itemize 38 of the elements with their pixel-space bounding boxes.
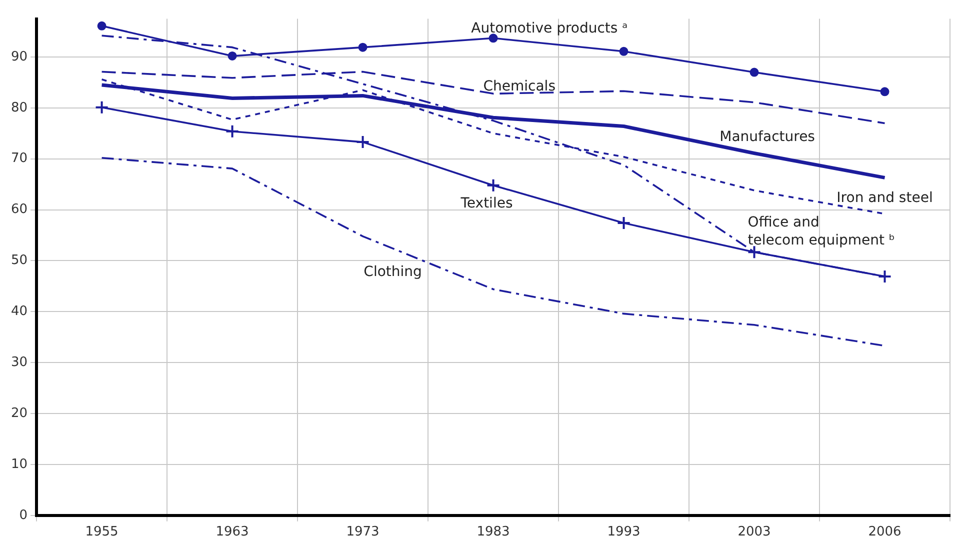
series-label: Chemicals	[483, 78, 556, 95]
y-tick-label: 70	[10, 151, 28, 166]
y-tick-label: 80	[10, 100, 28, 116]
series-label: Iron and steel	[836, 190, 933, 206]
point	[94, 100, 109, 114]
y-tick-label: 50	[10, 253, 28, 268]
y-tick-label: 90	[10, 49, 28, 64]
x-tick-label: 1955	[85, 524, 118, 540]
x-tick-label: 2003	[738, 524, 771, 540]
point	[225, 124, 240, 138]
x-tick-label: 1973	[346, 524, 380, 540]
point	[616, 216, 631, 230]
y-tick-label: 0	[19, 508, 28, 523]
series-label: Manufactures	[720, 129, 815, 146]
x-tick-label: 1993	[607, 524, 640, 540]
point	[97, 21, 106, 30]
point	[619, 46, 628, 56]
point	[228, 51, 237, 60]
y-tick-label: 10	[10, 456, 28, 472]
point	[750, 68, 759, 77]
series-label: Clothing	[364, 264, 422, 280]
point	[486, 178, 500, 192]
point	[356, 135, 370, 150]
x-tick-label: 1963	[216, 524, 249, 540]
y-tick-label: 20	[10, 406, 28, 421]
series-label: Textiles	[460, 195, 513, 212]
series-label: Automotive products ᵃ	[471, 20, 628, 37]
point	[747, 245, 762, 260]
x-tick-label: 1983	[476, 524, 510, 540]
series-label: Office and telecom equipment ᵇ	[748, 214, 895, 249]
point	[488, 34, 498, 43]
y-tick-label: 60	[10, 202, 28, 218]
point	[358, 42, 368, 52]
y-tick-label: 40	[10, 304, 28, 320]
y-tick-label: 30	[10, 354, 28, 370]
x-tick-label: 2006	[868, 524, 902, 540]
point	[878, 270, 892, 284]
point	[880, 87, 890, 96]
